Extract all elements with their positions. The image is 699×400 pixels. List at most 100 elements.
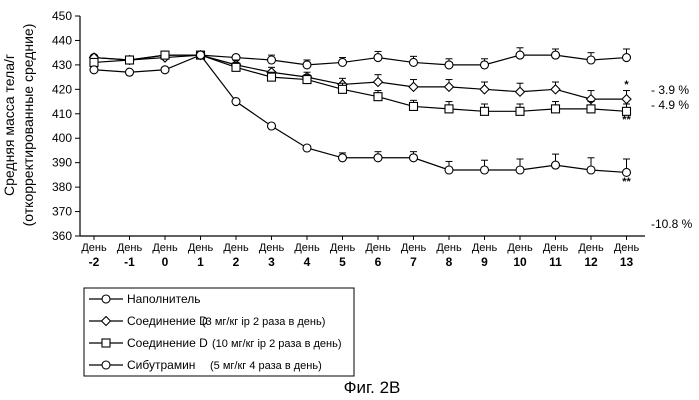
data-point xyxy=(410,102,418,110)
x-tick-word: День xyxy=(614,242,640,254)
data-point xyxy=(339,85,347,93)
figure-caption: Фиг. 2B xyxy=(344,378,401,397)
legend-label: Соединение D xyxy=(127,314,208,328)
series-0 xyxy=(90,48,631,69)
data-point xyxy=(516,166,524,174)
legend-label: Наполнитель xyxy=(127,292,200,306)
data-point xyxy=(410,58,418,66)
data-point xyxy=(90,66,98,74)
data-point xyxy=(445,166,453,174)
y-tick-label: 360 xyxy=(52,229,72,243)
legend-marker xyxy=(102,339,110,347)
x-tick-word: День xyxy=(259,242,285,254)
y-tick-label: 420 xyxy=(52,82,72,96)
legend-note: (5 мг/кг 4 раза в день) xyxy=(210,360,322,372)
x-tick-label: -2 xyxy=(89,255,100,269)
x-tick-label: 1 xyxy=(197,255,204,269)
data-point xyxy=(374,154,382,162)
x-tick-label: 0 xyxy=(162,255,169,269)
data-point xyxy=(481,107,489,115)
data-point xyxy=(126,68,134,76)
data-point xyxy=(339,58,347,66)
data-point xyxy=(481,61,489,69)
y-axis-label-line2: (откорректированные средние) xyxy=(20,24,36,227)
data-point xyxy=(374,78,383,87)
y-axis-label-line1: Средняя масса тела/г xyxy=(1,54,17,196)
data-point xyxy=(552,51,560,59)
end-label: - 3.9 % xyxy=(651,83,689,97)
series-3 xyxy=(90,51,631,176)
x-tick-word: День xyxy=(223,242,249,254)
x-tick-word: День xyxy=(117,242,143,254)
y-tick-label: 390 xyxy=(52,156,72,170)
x-tick-label: 2 xyxy=(233,255,240,269)
y-tick-label: 440 xyxy=(52,33,72,47)
x-tick-label: 12 xyxy=(584,255,598,269)
x-tick-label: -1 xyxy=(124,255,135,269)
data-point xyxy=(516,87,525,96)
data-point xyxy=(481,166,489,174)
y-tick-label: 380 xyxy=(52,180,72,194)
x-tick-word: День xyxy=(81,242,107,254)
series-line xyxy=(94,55,627,172)
significance-marker: * xyxy=(624,79,629,91)
x-tick-label: 8 xyxy=(446,255,453,269)
data-point xyxy=(552,161,560,169)
data-point xyxy=(445,105,453,113)
x-tick-word: День xyxy=(401,242,427,254)
x-tick-word: День xyxy=(330,242,356,254)
data-point xyxy=(303,76,311,84)
data-point xyxy=(445,82,454,91)
data-point xyxy=(232,98,240,106)
x-tick-word: День xyxy=(188,242,214,254)
data-point xyxy=(374,54,382,62)
x-tick-word: День xyxy=(294,242,320,254)
series-1 xyxy=(90,51,632,104)
data-point xyxy=(268,56,276,64)
data-point xyxy=(232,63,240,71)
legend-label: Сибутрамин xyxy=(127,358,195,372)
x-tick-word: День xyxy=(472,242,498,254)
x-tick-word: День xyxy=(152,242,178,254)
significance-marker: ** xyxy=(622,114,631,126)
end-label: - 4.9 % xyxy=(651,98,689,112)
data-point xyxy=(480,85,489,94)
x-tick-word: День xyxy=(507,242,533,254)
y-tick-label: 370 xyxy=(52,205,72,219)
data-point xyxy=(374,93,382,101)
data-point xyxy=(197,51,205,59)
x-tick-word: День xyxy=(365,242,391,254)
x-tick-label: 11 xyxy=(549,255,562,269)
y-axis-label: Средняя масса тела/г (откорректированные… xyxy=(1,24,36,227)
x-tick-label: 7 xyxy=(410,255,417,269)
annotations: - 3.9 % * - 4.9 % ** -10.8 % ** xyxy=(622,79,692,231)
data-point xyxy=(552,105,560,113)
x-tick-label: 6 xyxy=(375,255,382,269)
data-point xyxy=(410,154,418,162)
legend-marker xyxy=(102,361,110,369)
data-point xyxy=(268,73,276,81)
x-tick-word: День xyxy=(436,242,462,254)
data-point xyxy=(587,56,595,64)
legend-label: Соединение D xyxy=(127,336,208,350)
data-point xyxy=(161,51,169,59)
data-point xyxy=(303,144,311,152)
series-layer xyxy=(90,48,632,177)
significance-marker: ** xyxy=(622,176,631,188)
data-point xyxy=(161,66,169,74)
end-label: -10.8 % xyxy=(651,217,693,231)
y-tick-label: 450 xyxy=(52,9,72,23)
data-point xyxy=(409,82,418,91)
data-point xyxy=(339,154,347,162)
data-point xyxy=(587,166,595,174)
x-tick-label: 9 xyxy=(481,255,488,269)
data-point xyxy=(445,61,453,69)
data-point xyxy=(303,61,311,69)
y-tick-label: 410 xyxy=(52,107,72,121)
x-tick-word: День xyxy=(578,242,604,254)
data-point xyxy=(516,51,524,59)
x-tick-label: 5 xyxy=(339,255,346,269)
y-tick-label: 430 xyxy=(52,58,72,72)
x-tick-label: 4 xyxy=(304,255,311,269)
